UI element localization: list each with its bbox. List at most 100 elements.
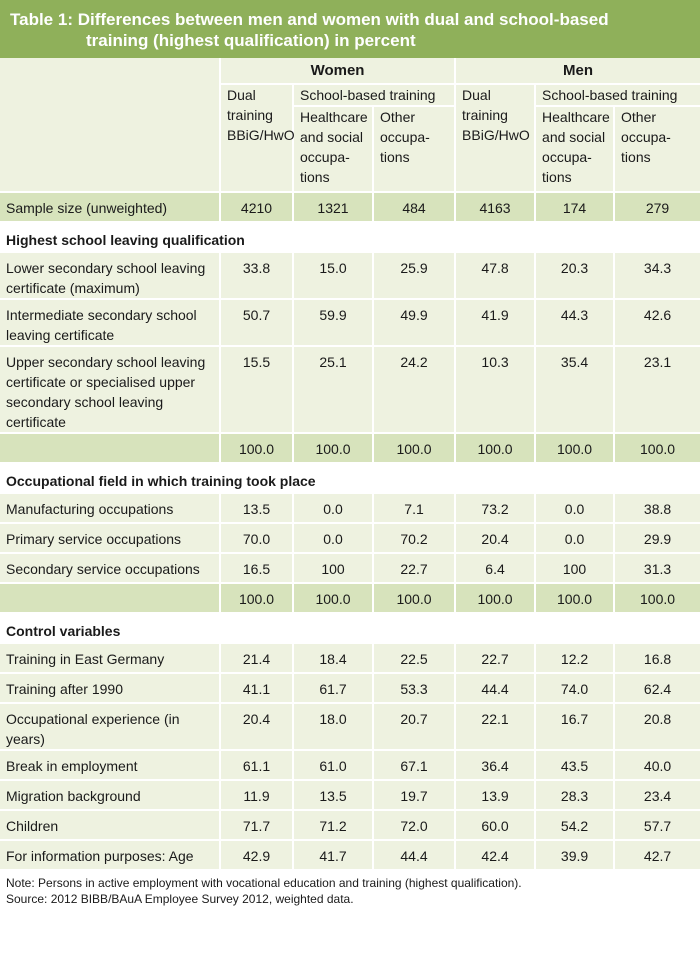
cell-value: 279: [614, 192, 700, 223]
row-label: Lower secondary school leaving certifica…: [0, 252, 221, 300]
header-men: Men: [455, 58, 700, 85]
table-row: Training after 1990 41.1 61.7 53.3 44.4 74.0 6…: [0, 673, 700, 704]
cell-value: 60.0: [455, 810, 537, 841]
cell-value: 100.0: [535, 433, 616, 464]
section-heading: Control variables: [0, 613, 700, 644]
cell-value: 36.4: [455, 750, 537, 781]
header-women-other: Other occupa-tions: [373, 106, 457, 193]
cell-value: 100: [293, 553, 374, 584]
cell-value: 4210: [220, 192, 294, 223]
table-row: Intermediate secondary school leaving ce…: [0, 299, 700, 347]
cell-value: 44.4: [373, 840, 457, 871]
cell-value: 42.9: [220, 840, 294, 871]
cell-value: 22.5: [373, 643, 457, 674]
cell-value: 18.0: [293, 703, 374, 751]
table-title-line2: training (highest qualification) in perc…: [86, 31, 416, 50]
occupational-total-row: 100.0 100.0 100.0 100.0 100.0 100.0: [0, 583, 700, 614]
cell-value: 39.9: [535, 840, 616, 871]
cell-value: 74.0: [535, 673, 616, 704]
cell-value: 0.0: [535, 493, 616, 524]
row-label: For information purposes: Age: [0, 840, 221, 871]
note-text: Note: Persons in active employment with …: [6, 876, 522, 890]
cell-value: 62.4: [614, 673, 700, 704]
cell-value: 50.7: [220, 299, 294, 347]
table-row: Manufacturing occupations 13.5 0.0 7.1 73.2 0…: [0, 493, 700, 524]
row-label: Secondary service occupations: [0, 553, 221, 584]
cell-value: 100.0: [535, 583, 616, 614]
row-label: Primary service occupations: [0, 523, 221, 554]
table-row: Children 71.7 71.2 72.0 60.0 54.2 57.7: [0, 810, 700, 841]
cell-value: 20.8: [614, 703, 700, 751]
section-heading: Highest school leaving qualification: [0, 222, 700, 253]
cell-value: 100.0: [614, 433, 700, 464]
cell-value: 40.0: [614, 750, 700, 781]
row-label: Occupational experience (in years): [0, 703, 221, 751]
table-row: Upper secondary school leaving certifica…: [0, 346, 700, 434]
table-row: Lower secondary school leaving certifica…: [0, 252, 700, 300]
row-label: [0, 583, 221, 614]
cell-value: 100.0: [614, 583, 700, 614]
cell-value: 21.4: [220, 643, 294, 674]
cell-value: 57.7: [614, 810, 700, 841]
cell-value: 47.8: [455, 252, 537, 300]
cell-value: 22.7: [455, 643, 537, 674]
row-label: Intermediate secondary school leaving ce…: [0, 299, 221, 347]
cell-value: 42.4: [455, 840, 537, 871]
cell-value: 16.5: [220, 553, 294, 584]
source-text: Source: 2012 BIBB/BAuA Employee Survey 2…: [6, 892, 354, 906]
cell-value: 42.6: [614, 299, 700, 347]
cell-value: 20.7: [373, 703, 457, 751]
cell-value: 7.1: [373, 493, 457, 524]
header-men-dual: Dual training BBiG/HwO: [455, 84, 537, 193]
cell-value: 54.2: [535, 810, 616, 841]
cell-value: 38.8: [614, 493, 700, 524]
cell-value: 15.5: [220, 346, 294, 434]
cell-value: 61.7: [293, 673, 374, 704]
row-label: Upper secondary school leaving certifica…: [0, 346, 221, 434]
cell-value: 100.0: [373, 583, 457, 614]
section-occupational-field: Occupational field in which training too…: [0, 463, 700, 494]
cell-value: 72.0: [373, 810, 457, 841]
table-title: Table 1: Differences between men and wom…: [0, 0, 700, 58]
cell-value: 43.5: [535, 750, 616, 781]
cell-value: 12.2: [535, 643, 616, 674]
footnotes: Note: Persons in active employment with …: [0, 871, 700, 911]
cell-value: 49.9: [373, 299, 457, 347]
cell-value: 13.9: [455, 780, 537, 811]
row-label: Training in East Germany: [0, 643, 221, 674]
cell-value: 41.1: [220, 673, 294, 704]
cell-value: 59.9: [293, 299, 374, 347]
row-label: Migration background: [0, 780, 221, 811]
cell-value: 100: [535, 553, 616, 584]
cell-value: 13.5: [220, 493, 294, 524]
header-corner: [0, 58, 221, 193]
cell-value: 174: [535, 192, 616, 223]
cell-value: 1321: [293, 192, 374, 223]
cell-value: 44.3: [535, 299, 616, 347]
cell-value: 19.7: [373, 780, 457, 811]
cell-value: 73.2: [455, 493, 537, 524]
row-label: Break in employment: [0, 750, 221, 781]
cell-value: 61.0: [293, 750, 374, 781]
cell-value: 6.4: [455, 553, 537, 584]
cell-value: 23.4: [614, 780, 700, 811]
row-label: [0, 433, 221, 464]
table-row: Training in East Germany 21.4 18.4 22.5 22.7…: [0, 643, 700, 674]
row-label: Training after 1990: [0, 673, 221, 704]
cell-value: 100.0: [373, 433, 457, 464]
cell-value: 53.3: [373, 673, 457, 704]
cell-value: 23.1: [614, 346, 700, 434]
sample-size-row: Sample size (unweighted) 4210 1321 484 4163 1…: [0, 192, 700, 223]
cell-value: 15.0: [293, 252, 374, 300]
cell-value: 100.0: [293, 583, 374, 614]
cell-value: 42.7: [614, 840, 700, 871]
cell-value: 16.7: [535, 703, 616, 751]
section-control-variables: Control variables: [0, 613, 700, 644]
cell-value: 71.7: [220, 810, 294, 841]
cell-value: 100.0: [455, 583, 537, 614]
cell-value: 22.1: [455, 703, 537, 751]
cell-value: 33.8: [220, 252, 294, 300]
cell-value: 20.4: [220, 703, 294, 751]
table-row: Break in employment 61.1 61.0 67.1 36.4 43.5 4…: [0, 750, 700, 781]
